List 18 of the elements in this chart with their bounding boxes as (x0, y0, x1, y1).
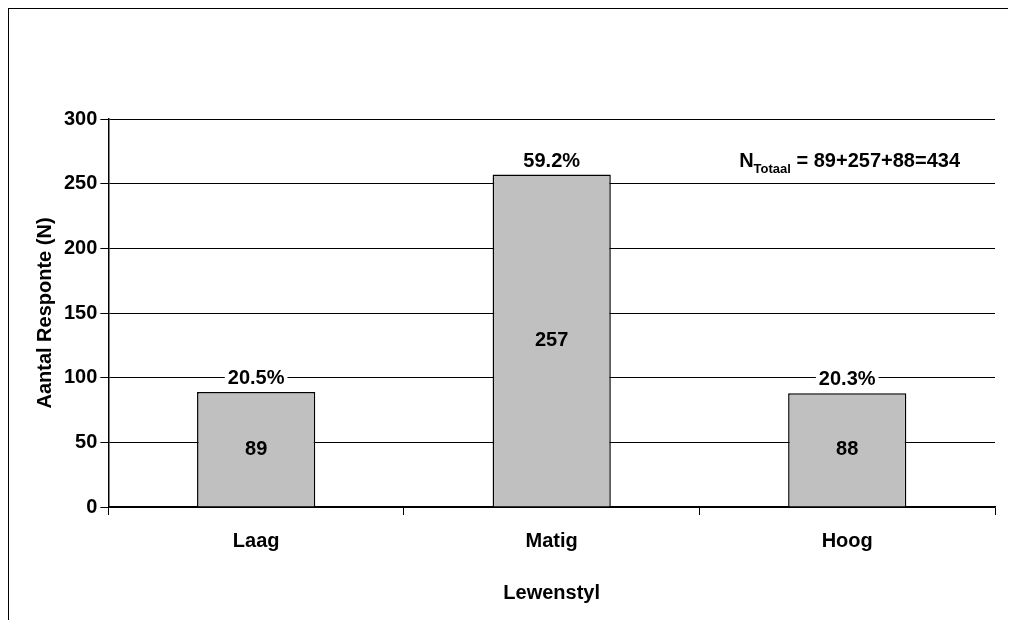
y-tick-label: 0 (86, 494, 98, 517)
x-tick-label: Laag (232, 528, 280, 551)
annotation: 20.5% (227, 365, 285, 388)
y-tick-label: 250 (63, 171, 98, 194)
data-label: 89 (245, 436, 268, 459)
annotation: 59.2% (523, 148, 581, 171)
y-axis-title: Aantal Responte (N) (32, 217, 55, 409)
x-axis-title: Lewenstyl (503, 580, 601, 603)
data-label: 88 (836, 437, 859, 460)
data-label: 257 (535, 328, 569, 351)
y-tick-label: 300 (63, 106, 98, 129)
x-tick-label: Hoog (821, 528, 873, 551)
y-tick-label: 150 (63, 300, 98, 323)
y-tick-label: 100 (63, 365, 98, 388)
y-tick-label: 200 (63, 235, 98, 258)
y-tick-label: 50 (75, 429, 98, 452)
annotation: 20.3% (818, 367, 876, 390)
x-tick-label: Matig (525, 528, 578, 551)
